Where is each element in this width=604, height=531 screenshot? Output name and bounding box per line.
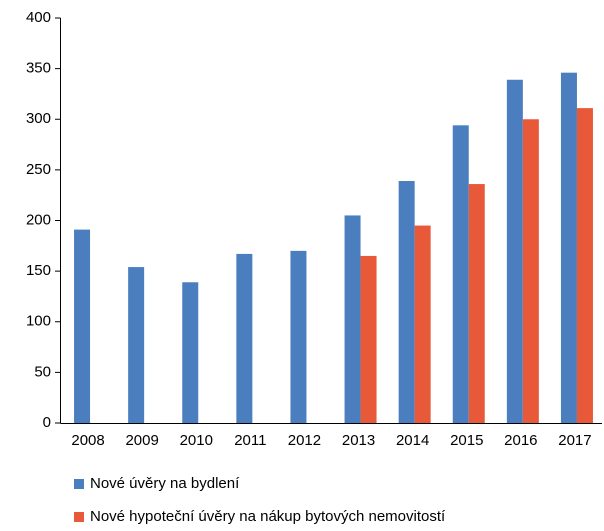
y-tick-label: 100 bbox=[26, 313, 51, 330]
y-tick-label: 0 bbox=[43, 414, 51, 431]
x-tick-label: 2008 bbox=[71, 432, 104, 449]
bar bbox=[290, 250, 307, 423]
legend-label: Nové úvěry na bydlení bbox=[90, 475, 240, 492]
legend-swatch bbox=[74, 512, 84, 522]
y-tick-label: 250 bbox=[26, 161, 51, 178]
y-tick-label: 350 bbox=[26, 60, 51, 77]
bar bbox=[344, 215, 361, 423]
x-tick-label: 2016 bbox=[504, 432, 537, 449]
y-tick-label: 50 bbox=[34, 363, 51, 380]
x-tick-label: 2013 bbox=[342, 432, 375, 449]
bar bbox=[452, 125, 469, 423]
bar bbox=[128, 267, 145, 423]
y-tick-label: 150 bbox=[26, 262, 51, 279]
bar bbox=[576, 108, 593, 424]
bar bbox=[74, 229, 91, 423]
bar bbox=[182, 282, 199, 423]
x-tick-label: 2014 bbox=[396, 432, 429, 449]
legend-swatch bbox=[74, 479, 84, 489]
bar bbox=[360, 255, 377, 423]
bar bbox=[522, 119, 539, 423]
x-tick-label: 2010 bbox=[180, 432, 213, 449]
bar bbox=[398, 181, 415, 423]
y-tick-label: 300 bbox=[26, 110, 51, 127]
x-tick-label: 2017 bbox=[558, 432, 591, 449]
y-tick-label: 400 bbox=[26, 9, 51, 26]
y-tick-label: 200 bbox=[26, 211, 51, 228]
x-tick-label: 2011 bbox=[234, 432, 266, 449]
legend-label: Nové hypoteční úvěry na nákup bytových n… bbox=[90, 508, 446, 525]
bar bbox=[468, 184, 485, 423]
bar bbox=[560, 72, 577, 424]
x-tick-label: 2015 bbox=[450, 432, 483, 449]
bar bbox=[236, 253, 253, 423]
x-tick-label: 2009 bbox=[125, 432, 158, 449]
x-tick-label: 2012 bbox=[288, 432, 321, 449]
bar bbox=[506, 79, 523, 423]
bar bbox=[414, 225, 431, 423]
